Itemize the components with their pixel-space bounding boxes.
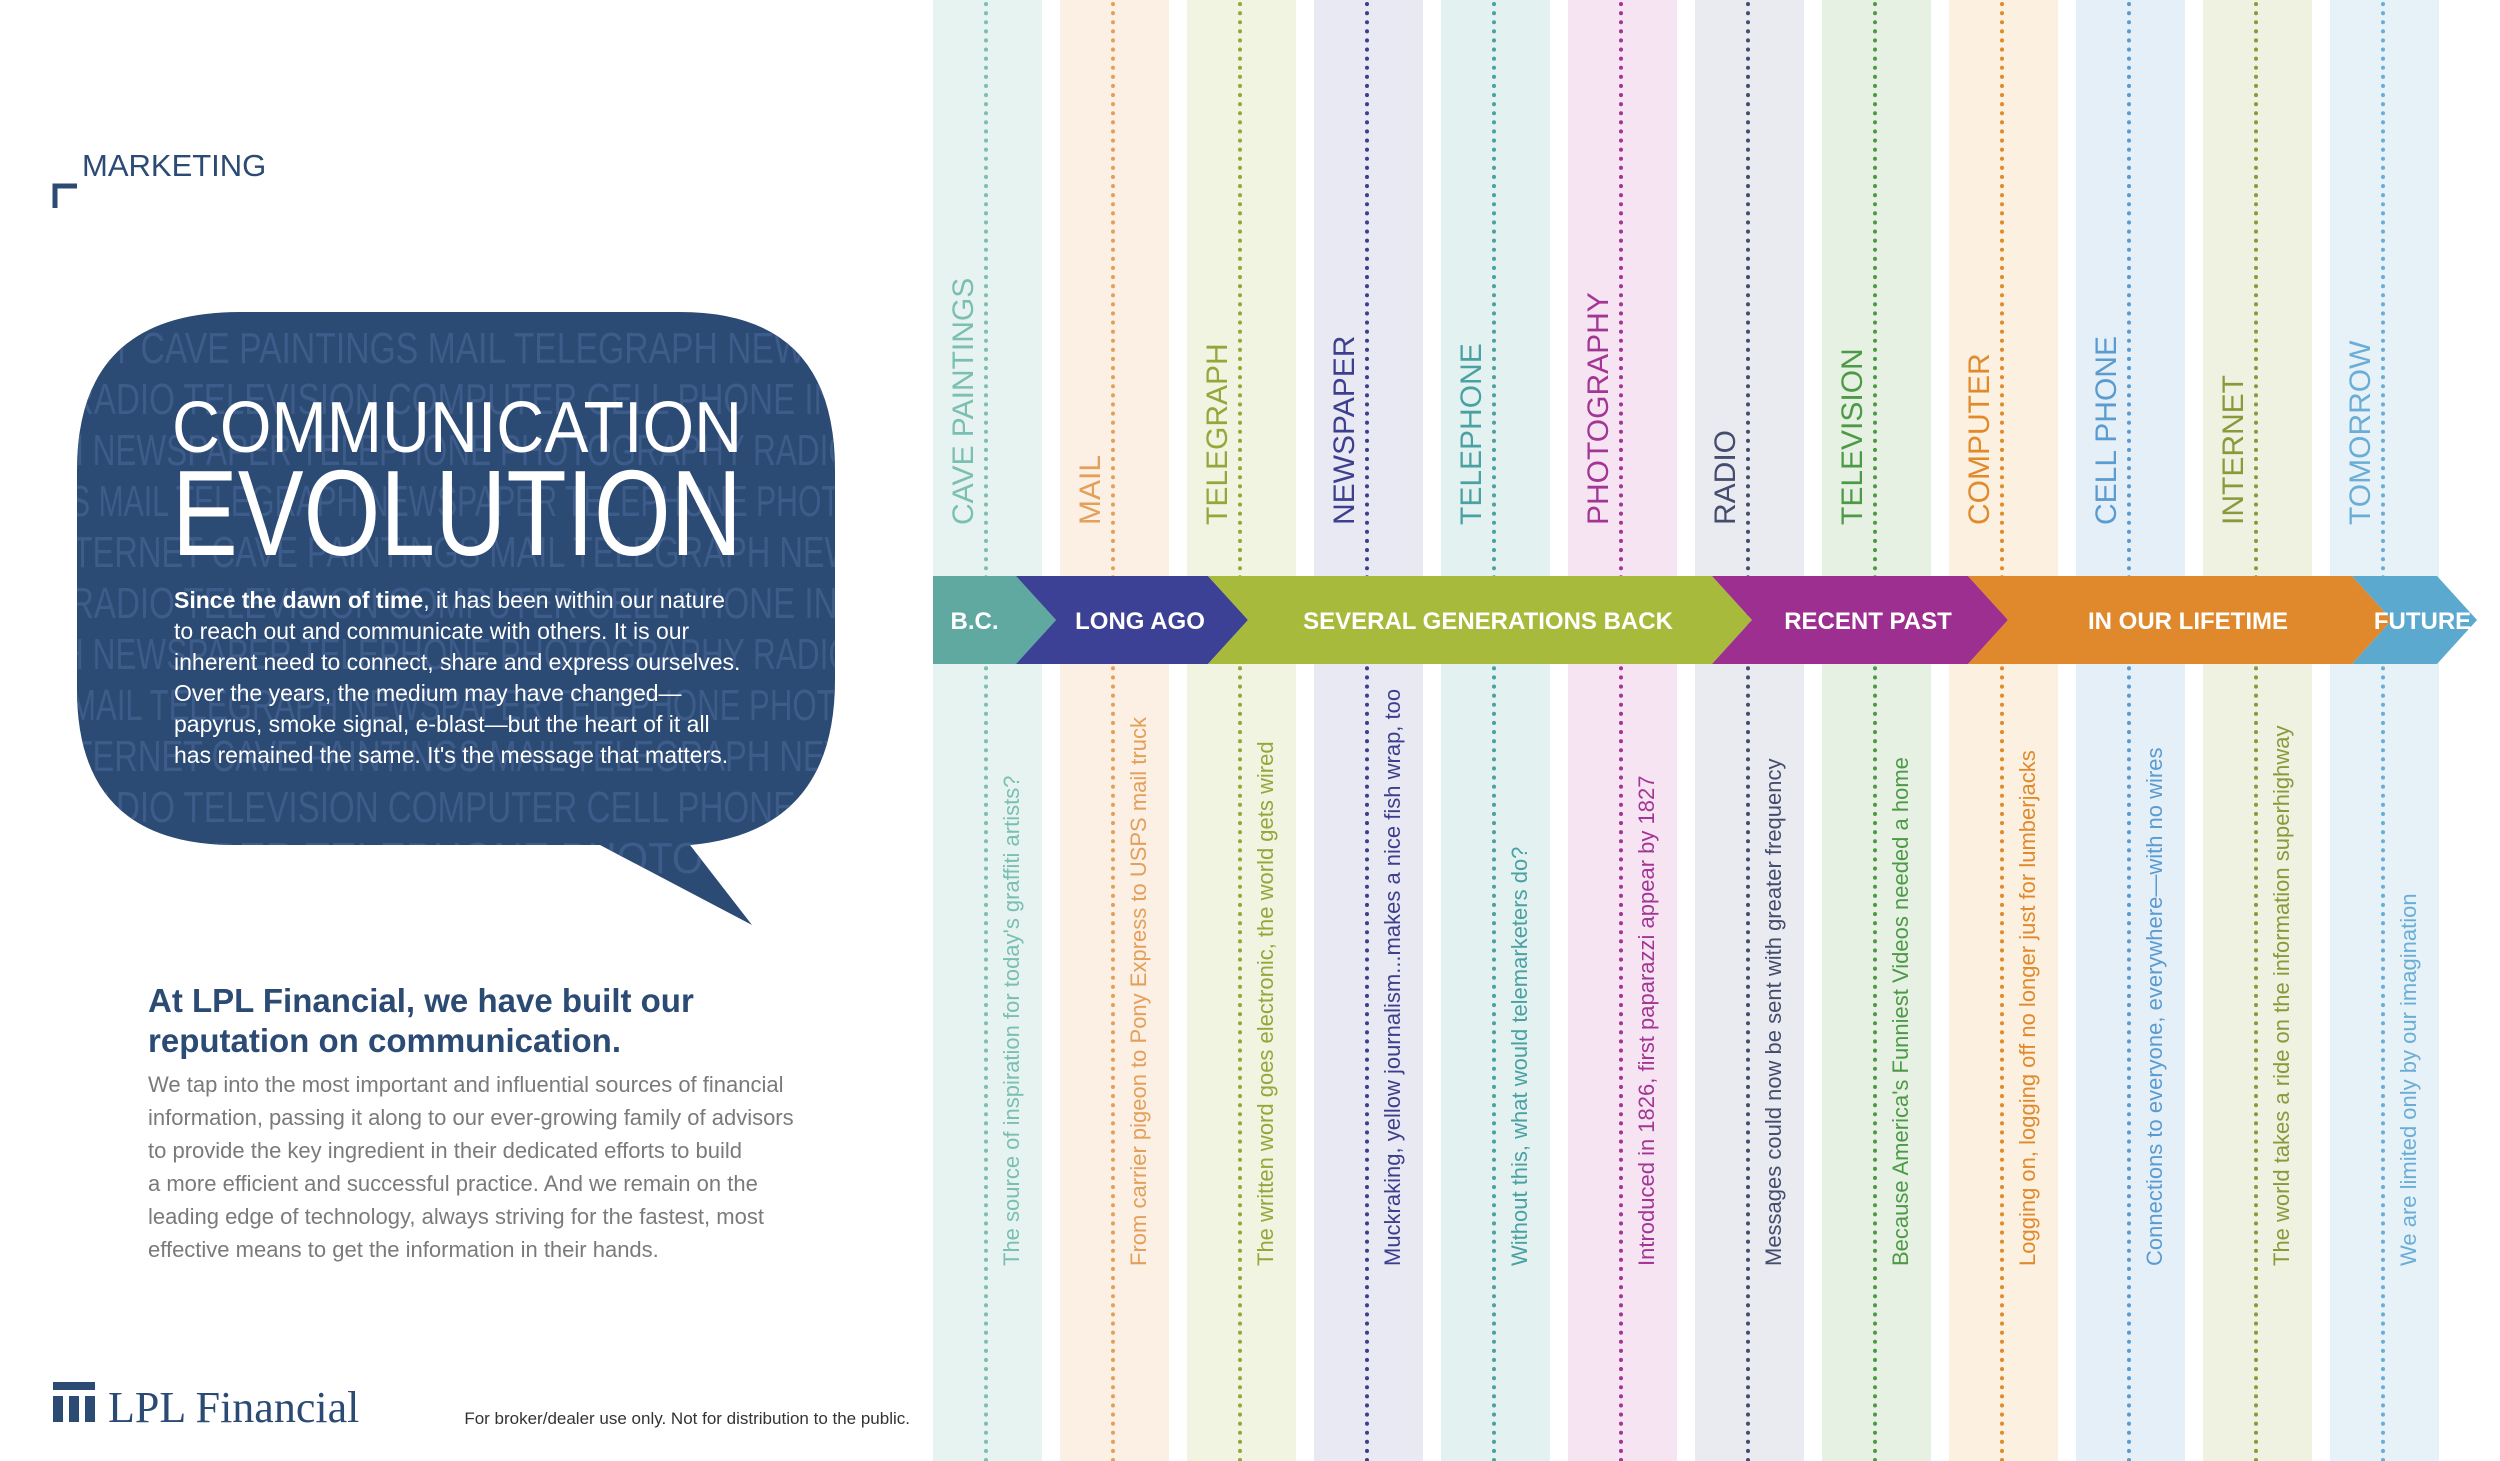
intro-text-line: has remained the same. It's the message … <box>174 742 728 768</box>
column-band <box>1060 0 1169 1461</box>
column-description: Connections to everyone, everywhere—with… <box>2142 748 2167 1266</box>
logo-bar <box>53 1382 95 1390</box>
column-description: We are limited only by our imagination <box>2396 893 2421 1266</box>
column-title: CELL PHONE <box>2090 336 2123 525</box>
timeline-arrow: B.C. LONG AGO SEVERAL GENERATIONS BACK RECE… <box>933 576 2477 664</box>
pitch-body-line: to provide the key ingredient in their d… <box>148 1138 742 1163</box>
era-segment <box>1712 576 2008 664</box>
title-line: COMMUNICATION <box>172 388 742 468</box>
column-description: The world takes a ride on the informatio… <box>2269 725 2294 1266</box>
era-label: SEVERAL GENERATIONS BACK <box>1303 608 1673 635</box>
background-word-row: S MAIL TELEGRAPH NEWSPAPER TELEPHONE PHO… <box>70 477 970 526</box>
background-word-row: RADIO TELEVISION COMPUTER CELL PHONE INT… <box>70 783 970 832</box>
pitch-heading: reputation on communication. <box>148 1022 621 1059</box>
background-word-row: NEWSPAPER TELEPHONE PHOTOGRAPHY RA <box>40 834 941 883</box>
era-segment <box>933 576 1056 664</box>
column-title: TOMORROW <box>2344 340 2377 525</box>
era-segment <box>1016 576 1248 664</box>
logo-icon <box>53 1382 95 1422</box>
era-segment <box>1208 576 1752 664</box>
column-description: Because America's Funniest Videos needed… <box>1888 757 1913 1266</box>
logo-bar <box>85 1396 95 1422</box>
intro-text: Since the dawn of time, it has been with… <box>174 587 740 768</box>
disclaimer: For broker/dealer use only. Not for dist… <box>464 1409 910 1428</box>
era-segment <box>2352 576 2477 664</box>
background-word-row: PH NEWSPAPER TELEPHONE PHOTOGRAPHY RADIO… <box>40 630 940 679</box>
intro-line: papyrus, smoke signal, e-blast—but the h… <box>174 711 710 737</box>
background-word-row: INTERNET CAVE PAINTINGS MAIL TELEGRAPH N… <box>40 528 940 577</box>
column-title: PHOTOGRAPHY <box>1582 292 1615 525</box>
pitch-body-line: a more efficient and successful practice… <box>148 1171 758 1196</box>
intro-line: to reach out and communicate with others… <box>174 618 690 644</box>
logo-bar <box>69 1396 79 1422</box>
column-band <box>1822 0 1931 1461</box>
background-word-row: RNET CAVE PAINTINGS MAIL TELEGRAPH NEWSP… <box>40 324 940 373</box>
intro-line: has remained the same. It's the message … <box>174 742 728 768</box>
timeline-columns: CAVE PAINTINGS The source of inspiration … <box>933 0 2439 1461</box>
intro-text-line: papyrus, smoke signal, e-blast—but the h… <box>174 711 710 737</box>
pitch: At LPL Financial, we have built ourreput… <box>148 982 794 1262</box>
column-description: Without this, what would telemarketers d… <box>1507 847 1532 1266</box>
column-band <box>2076 0 2185 1461</box>
pitch-body-line: We tap into the most important and influ… <box>148 1072 784 1097</box>
intro-line: Over the years, the medium may have chan… <box>174 680 682 706</box>
column-band <box>2330 0 2439 1461</box>
era-label: B.C. <box>951 608 999 635</box>
column-title: MAIL <box>1074 455 1107 525</box>
column-description: Introduced in 1826, first paparazzi appe… <box>1634 776 1659 1266</box>
speech-bubble <box>77 312 835 925</box>
intro-text-line: to reach out and communicate with others… <box>174 618 690 644</box>
background-word-row: MAIL TELEGRAPH NEWSPAPER TELEPHONE PHOTO… <box>70 681 970 730</box>
era-label: FUTURE <box>2374 608 2471 635</box>
intro-line: inherent need to connect, share and expr… <box>174 649 740 675</box>
intro-line: Since the dawn of time, it has been with… <box>174 587 725 613</box>
logo-bar <box>53 1396 63 1422</box>
column-title: CAVE PAINTINGS <box>947 278 980 525</box>
column-title: TELEVISION <box>1836 348 1869 525</box>
intro-text-line: Over the years, the medium may have chan… <box>174 680 682 706</box>
column-band <box>1441 0 1550 1461</box>
background-word-row: RADIO TELEVISION COMPUTER CELL PHONE INT… <box>70 375 970 424</box>
column-description: Logging on, logging off no longer just f… <box>2015 750 2040 1266</box>
pitch-body-line: leading edge of technology, always striv… <box>148 1204 764 1229</box>
column-title: TELEPHONE <box>1455 343 1488 525</box>
era-label: IN OUR LIFETIME <box>2088 608 2288 635</box>
column-description: Messages could now be sent with greater … <box>1761 758 1786 1266</box>
title-line: EVOLUTION <box>172 445 742 581</box>
intro-lead: Since the dawn of time <box>174 587 423 613</box>
column-band <box>933 0 1042 1461</box>
column-title: TELEGRAPH <box>1201 343 1234 525</box>
column-description: Muckraking, yellow journalism...makes a … <box>1380 689 1405 1266</box>
era-segment <box>1968 576 2392 664</box>
intro-text-line: , it has been within our nature <box>423 587 725 613</box>
column-title: INTERNET <box>2217 375 2250 525</box>
column-band <box>1187 0 1296 1461</box>
column-title: NEWSPAPER <box>1328 336 1361 525</box>
background-word-row: RADIO TELEVISION COMPUTER CELL PHONE INT… <box>70 579 970 628</box>
column-band <box>1568 0 1677 1461</box>
column-description: From carrier pigeon to Pony Express to U… <box>1126 716 1151 1266</box>
era-label: RECENT PAST <box>1784 608 1952 635</box>
column-title: RADIO <box>1709 430 1742 525</box>
era-label: LONG AGO <box>1075 608 1205 635</box>
column-title: COMPUTER <box>1963 353 1996 525</box>
column-band <box>1949 0 2058 1461</box>
pitch-body-line: information, passing it along to our eve… <box>148 1105 794 1130</box>
column-description: The source of inspiration for today's gr… <box>999 776 1024 1266</box>
background-word-row: PH NEWSPAPER TELEPHONE PHOTOGRAPHY RADIO… <box>40 426 940 475</box>
background-word-row: INTERNET CAVE PAINTINGS MAIL TELEGRAPH N… <box>40 732 940 781</box>
column-description: The written word goes electronic, the wo… <box>1253 741 1278 1266</box>
column-band <box>1695 0 1804 1461</box>
column-band <box>1314 0 1423 1461</box>
column-band <box>2203 0 2312 1461</box>
section-label: MARKETING <box>82 148 266 183</box>
intro-text-line: inherent need to connect, share and expr… <box>174 649 740 675</box>
pitch-body-line: effective means to get the information i… <box>148 1237 659 1262</box>
pitch-heading: At LPL Financial, we have built our <box>148 982 694 1019</box>
corner-mark <box>52 183 77 208</box>
logo-text: LPL Financial <box>108 1383 359 1432</box>
